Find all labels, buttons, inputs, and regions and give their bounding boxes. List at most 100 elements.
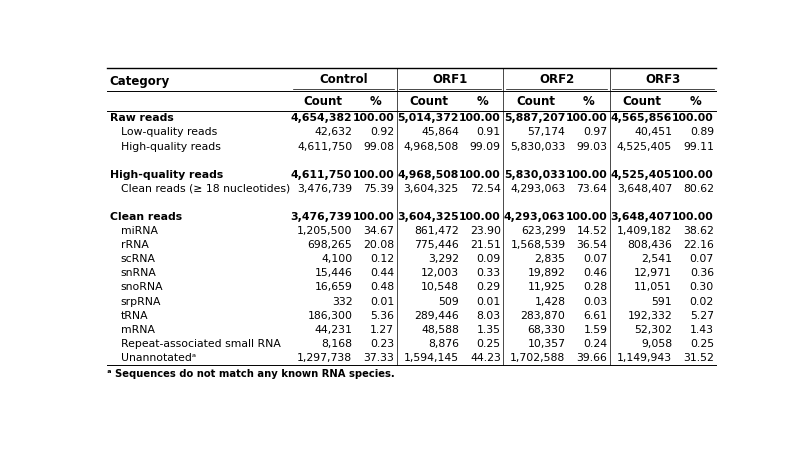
Text: 1.43: 1.43 bbox=[689, 325, 713, 335]
Text: 5.36: 5.36 bbox=[370, 311, 394, 321]
Text: 38.62: 38.62 bbox=[683, 226, 713, 236]
Text: 4,565,856: 4,565,856 bbox=[610, 113, 671, 123]
Text: 1,149,943: 1,149,943 bbox=[616, 353, 671, 363]
Text: 99.03: 99.03 bbox=[576, 141, 606, 151]
Text: 5,887,207: 5,887,207 bbox=[504, 113, 565, 123]
Text: 12,003: 12,003 bbox=[420, 269, 459, 278]
Text: Count: Count bbox=[302, 95, 342, 108]
Text: 9,058: 9,058 bbox=[640, 339, 671, 349]
Text: 1,568,539: 1,568,539 bbox=[510, 240, 565, 250]
Text: Clean reads (≥ 18 nucleotides): Clean reads (≥ 18 nucleotides) bbox=[121, 184, 290, 194]
Text: Count: Count bbox=[622, 95, 661, 108]
Text: 4,525,405: 4,525,405 bbox=[610, 170, 671, 180]
Text: 100.00: 100.00 bbox=[671, 113, 713, 123]
Text: 100.00: 100.00 bbox=[671, 212, 713, 222]
Text: 57,174: 57,174 bbox=[527, 128, 565, 137]
Text: 99.11: 99.11 bbox=[683, 141, 713, 151]
Text: 40,451: 40,451 bbox=[634, 128, 671, 137]
Text: 72.54: 72.54 bbox=[469, 184, 500, 194]
Text: 0.33: 0.33 bbox=[476, 269, 500, 278]
Text: High-quality reads: High-quality reads bbox=[110, 170, 223, 180]
Text: 42,632: 42,632 bbox=[314, 128, 352, 137]
Text: 0.07: 0.07 bbox=[689, 254, 713, 264]
Text: 0.07: 0.07 bbox=[582, 254, 606, 264]
Text: 3,476,739: 3,476,739 bbox=[290, 212, 352, 222]
Text: 100.00: 100.00 bbox=[352, 113, 394, 123]
Text: Category: Category bbox=[110, 75, 170, 88]
Text: 22.16: 22.16 bbox=[683, 240, 713, 250]
Text: 4,525,405: 4,525,405 bbox=[616, 141, 671, 151]
Text: 0.30: 0.30 bbox=[689, 282, 713, 292]
Text: 5.27: 5.27 bbox=[689, 311, 713, 321]
Text: 4,654,382: 4,654,382 bbox=[290, 113, 352, 123]
Text: Unannotatedᵃ: Unannotatedᵃ bbox=[121, 353, 196, 363]
Text: 0.92: 0.92 bbox=[370, 128, 394, 137]
Text: 31.52: 31.52 bbox=[683, 353, 713, 363]
Text: 1,205,500: 1,205,500 bbox=[297, 226, 352, 236]
Text: 100.00: 100.00 bbox=[565, 170, 606, 180]
Text: 100.00: 100.00 bbox=[565, 113, 606, 123]
Text: High-quality reads: High-quality reads bbox=[121, 141, 221, 151]
Text: 4,611,750: 4,611,750 bbox=[297, 141, 352, 151]
Text: 100.00: 100.00 bbox=[352, 212, 394, 222]
Text: 0.48: 0.48 bbox=[370, 282, 394, 292]
Text: 45,864: 45,864 bbox=[420, 128, 459, 137]
Text: Repeat-associated small RNA: Repeat-associated small RNA bbox=[121, 339, 281, 349]
Text: 4,968,508: 4,968,508 bbox=[403, 141, 459, 151]
Text: 68,330: 68,330 bbox=[527, 325, 565, 335]
Text: 5,830,033: 5,830,033 bbox=[504, 170, 565, 180]
Text: 37.33: 37.33 bbox=[363, 353, 394, 363]
Text: 20.08: 20.08 bbox=[363, 240, 394, 250]
Text: 0.25: 0.25 bbox=[689, 339, 713, 349]
Text: 19,892: 19,892 bbox=[527, 269, 565, 278]
Text: 509: 509 bbox=[438, 297, 459, 307]
Text: 332: 332 bbox=[331, 297, 352, 307]
Text: 2,541: 2,541 bbox=[640, 254, 671, 264]
Text: 23.90: 23.90 bbox=[469, 226, 500, 236]
Text: 4,293,063: 4,293,063 bbox=[504, 212, 565, 222]
Text: 100.00: 100.00 bbox=[352, 170, 394, 180]
Text: 10,357: 10,357 bbox=[527, 339, 565, 349]
Text: 1,409,182: 1,409,182 bbox=[616, 226, 671, 236]
Text: 4,611,750: 4,611,750 bbox=[290, 170, 352, 180]
Text: 591: 591 bbox=[650, 297, 671, 307]
Text: rRNA: rRNA bbox=[121, 240, 148, 250]
Text: 289,446: 289,446 bbox=[414, 311, 459, 321]
Text: 0.29: 0.29 bbox=[476, 282, 500, 292]
Text: srpRNA: srpRNA bbox=[121, 297, 161, 307]
Text: 36.54: 36.54 bbox=[576, 240, 606, 250]
Text: 3,604,325: 3,604,325 bbox=[403, 184, 459, 194]
Text: 44,231: 44,231 bbox=[314, 325, 352, 335]
Text: 283,870: 283,870 bbox=[520, 311, 565, 321]
Text: 80.62: 80.62 bbox=[683, 184, 713, 194]
Text: 11,051: 11,051 bbox=[634, 282, 671, 292]
Text: Control: Control bbox=[318, 73, 367, 86]
Text: %: % bbox=[582, 95, 594, 108]
Text: 16,659: 16,659 bbox=[314, 282, 352, 292]
Text: 3,648,407: 3,648,407 bbox=[616, 184, 671, 194]
Text: scRNA: scRNA bbox=[121, 254, 156, 264]
Text: 0.25: 0.25 bbox=[476, 339, 500, 349]
Text: 73.64: 73.64 bbox=[576, 184, 606, 194]
Text: Count: Count bbox=[516, 95, 554, 108]
Text: 1,297,738: 1,297,738 bbox=[297, 353, 352, 363]
Text: 1,428: 1,428 bbox=[534, 297, 565, 307]
Text: 1,594,145: 1,594,145 bbox=[403, 353, 459, 363]
Text: 4,293,063: 4,293,063 bbox=[509, 184, 565, 194]
Text: ᵃ Sequences do not match any known RNA species.: ᵃ Sequences do not match any known RNA s… bbox=[107, 369, 394, 379]
Text: miRNA: miRNA bbox=[121, 226, 158, 236]
Text: 3,292: 3,292 bbox=[427, 254, 459, 264]
Text: ORF2: ORF2 bbox=[538, 73, 573, 86]
Text: 8.03: 8.03 bbox=[476, 311, 500, 321]
Text: 0.02: 0.02 bbox=[689, 297, 713, 307]
Text: 3,604,325: 3,604,325 bbox=[397, 212, 459, 222]
Text: 0.28: 0.28 bbox=[582, 282, 606, 292]
Text: 100.00: 100.00 bbox=[459, 212, 500, 222]
Text: 100.00: 100.00 bbox=[671, 170, 713, 180]
Text: %: % bbox=[476, 95, 488, 108]
Text: 8,876: 8,876 bbox=[427, 339, 459, 349]
Text: tRNA: tRNA bbox=[121, 311, 148, 321]
Text: 44.23: 44.23 bbox=[469, 353, 500, 363]
Text: 0.09: 0.09 bbox=[476, 254, 500, 264]
Text: 0.91: 0.91 bbox=[476, 128, 500, 137]
